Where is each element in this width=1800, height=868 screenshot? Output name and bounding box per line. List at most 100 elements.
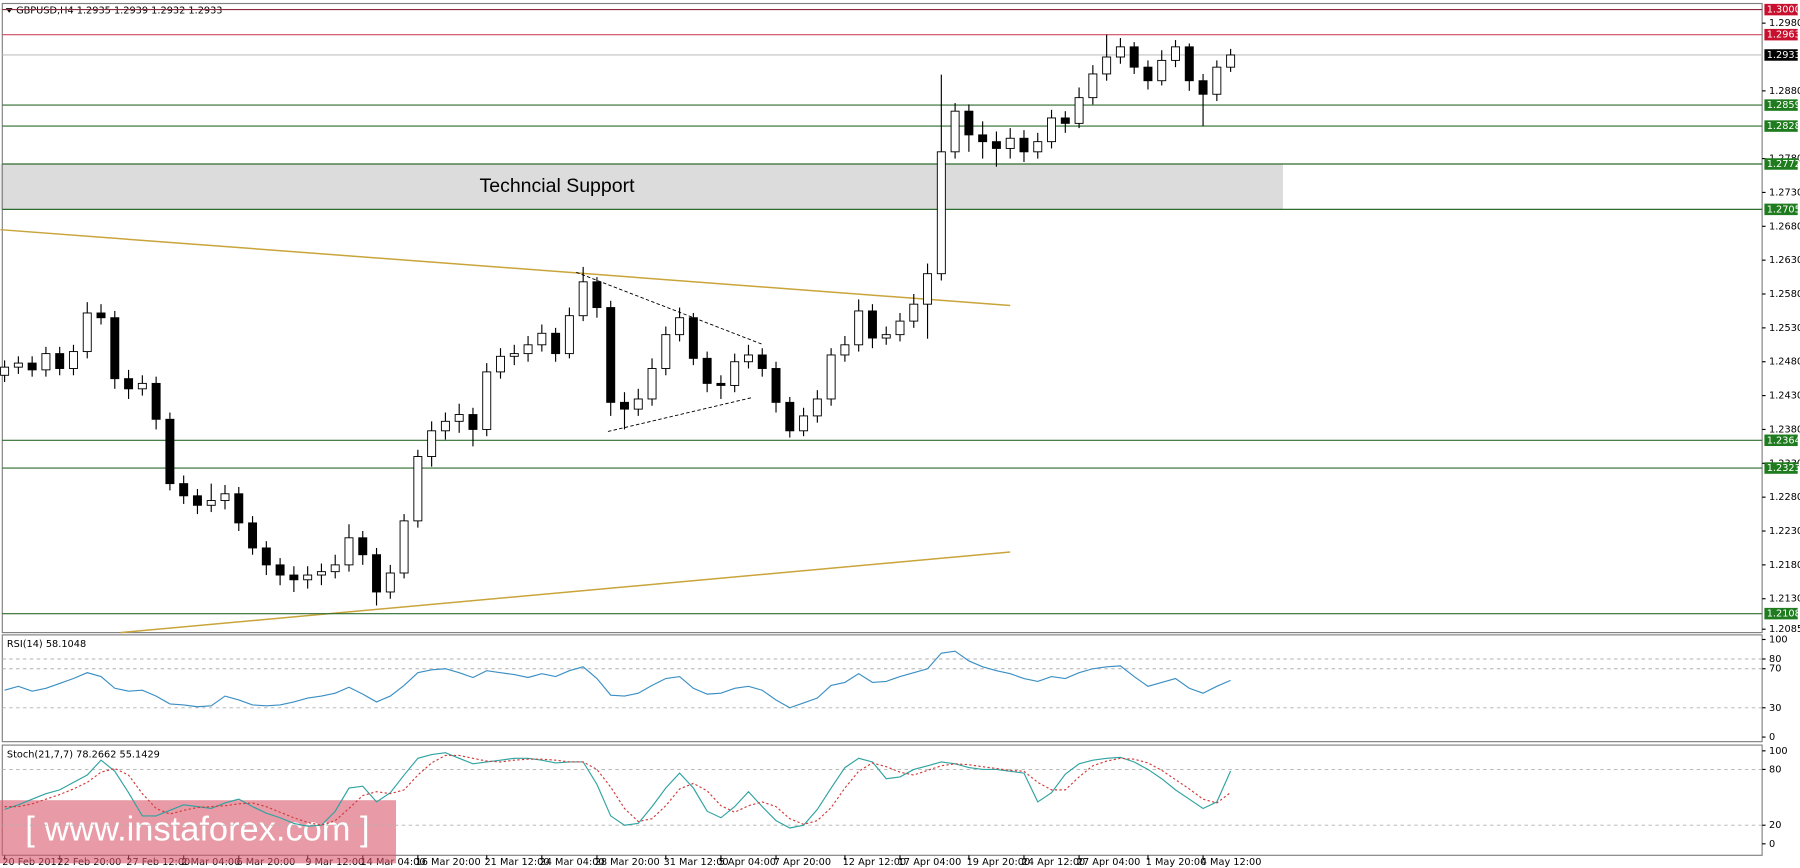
x-tick-label: 27 Apr 04:00 [1077, 857, 1141, 868]
candle-body [785, 401, 795, 432]
candle-body [1184, 46, 1194, 82]
y-tick-label: 1.2480 [1769, 357, 1800, 368]
candle-body [413, 456, 423, 522]
candle-body [730, 361, 740, 386]
y-tick-label: 1.2085 [1769, 624, 1800, 635]
trend-line [576, 271, 764, 346]
candle-body [688, 317, 698, 359]
y-tick-label: 1.2180 [1769, 560, 1800, 571]
candle-body [1212, 66, 1222, 95]
candle-body [1115, 46, 1125, 58]
x-tick-label: 19 Apr 20:00 [967, 857, 1031, 868]
candle-body [55, 353, 65, 369]
candle-body [1074, 97, 1084, 124]
candle-body [1226, 54, 1236, 68]
level-label-box [1764, 462, 1798, 474]
candle-body [1143, 66, 1153, 82]
candle-body [978, 134, 988, 143]
candle-body [206, 500, 216, 506]
candle-body [743, 354, 753, 363]
candle-body [385, 572, 395, 593]
candle-body [234, 493, 244, 524]
level-label-box [1764, 607, 1798, 620]
candle-body [950, 110, 960, 153]
candle-body [1033, 141, 1043, 153]
candle-body [124, 378, 134, 390]
candle-body [482, 371, 492, 430]
x-tick-label: 4 May 12:00 [1201, 857, 1262, 868]
candle-body [179, 483, 189, 497]
candle-body [523, 344, 533, 355]
level-label: 1.2772 [1767, 159, 1800, 170]
x-tick-label: 5 Apr 04:00 [719, 857, 776, 868]
candle-body [1005, 137, 1015, 149]
candle-body [620, 401, 629, 410]
y-tick-label: 1.2280 [1769, 492, 1800, 503]
indicator-line [4, 650, 1231, 709]
y-tick-label: 1.2430 [1769, 391, 1800, 402]
candle-body [1047, 117, 1057, 143]
y-tick-label: 0 [1769, 732, 1775, 743]
y-tick-label: 1.2880 [1769, 86, 1800, 97]
indicator-line [4, 754, 1231, 826]
candle-body [454, 414, 464, 422]
level-label: 1.2108 [1767, 609, 1800, 620]
y-tick-label: 1.2680 [1769, 221, 1800, 232]
level-label: 1.2933 [1767, 50, 1800, 61]
candle-body [151, 382, 161, 420]
candle-body [881, 334, 891, 339]
candle-body [771, 368, 781, 403]
candle-body [812, 398, 822, 417]
candle-body [936, 151, 946, 275]
x-tick-label: 12 Apr 12:00 [843, 857, 907, 868]
rsi-title: RSI(14) 58.1048 [7, 639, 86, 650]
level-label-box [1764, 203, 1798, 216]
candle-body [799, 415, 809, 432]
candle-body [675, 317, 685, 336]
y-tick-label: 70 [1769, 664, 1781, 675]
candle-body [192, 495, 202, 506]
candle-body [991, 141, 1001, 149]
y-tick-label: 1.2580 [1769, 289, 1800, 300]
level-label: 1.2963 [1767, 30, 1800, 41]
candle-body [427, 430, 437, 457]
candle-body [96, 312, 106, 319]
y-tick-label: 1.2130 [1769, 594, 1800, 605]
y-tick-label: 30 [1769, 703, 1781, 714]
candle-body [702, 357, 712, 384]
level-label: 1.3000 [1767, 5, 1800, 16]
candle-body [27, 362, 37, 371]
candle-body [895, 320, 905, 336]
level-label: 1.2705 [1767, 204, 1800, 215]
candle-body [41, 353, 51, 371]
candle-body [496, 355, 505, 373]
candle-body [261, 547, 271, 566]
trend-line [120, 551, 1011, 634]
candle-body [220, 493, 230, 502]
candle-body [1088, 73, 1098, 99]
y-tick-label: 1.2380 [1769, 424, 1800, 435]
y-tick-label: 1.2530 [1769, 323, 1800, 334]
level-label: 1.2364 [1767, 435, 1800, 446]
level-label-box [1764, 49, 1798, 61]
candle-body [1102, 56, 1112, 75]
candle-body [1171, 46, 1180, 61]
candle-body [592, 281, 602, 309]
candle-body [923, 273, 933, 305]
candle-body [537, 332, 547, 346]
candle-body [248, 522, 258, 549]
y-tick-label: 1.2730 [1769, 187, 1800, 198]
main-panel-frame [1, 2, 1763, 634]
candle-body [372, 554, 382, 593]
level-label-box [1764, 120, 1798, 132]
level-label-box [1764, 158, 1798, 170]
candle-body [68, 351, 78, 369]
x-tick-label: 16 Mar 20:00 [416, 857, 481, 868]
trend-line [0, 228, 1011, 307]
candle-body [647, 368, 657, 400]
candle-body [330, 564, 340, 573]
candle-body [1060, 117, 1070, 124]
